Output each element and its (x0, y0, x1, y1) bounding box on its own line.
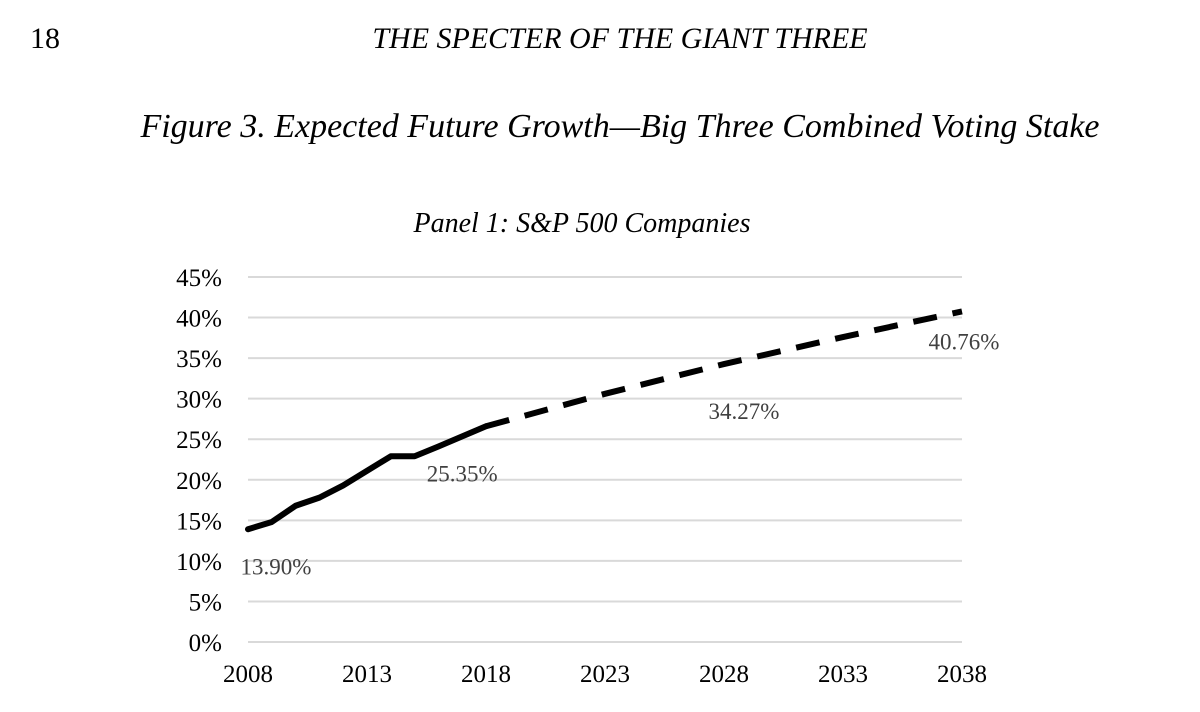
y-axis-ticks: 0% 5% 10% 15% 20% 25% 30% 35% 40% 45% (176, 265, 222, 657)
data-labels: 13.90% 25.35% 34.27% 40.76% (241, 329, 1000, 579)
projected-series-line (485, 308, 963, 430)
panel-title: Panel 1: S&P 500 Companies (412, 208, 750, 239)
x-axis-ticks: 2008 2013 2018 2023 2028 2033 2038 (223, 661, 987, 688)
y-tick-label: 5% (189, 589, 222, 616)
data-label: 34.27% (709, 399, 780, 424)
figure-title: Figure 3. Expected Future Growth—Big Thr… (140, 108, 1100, 145)
y-tick-label: 0% (189, 630, 222, 657)
y-tick-label: 10% (176, 549, 222, 576)
x-tick-label: 2028 (699, 661, 749, 688)
x-tick-label: 2013 (342, 661, 392, 688)
data-label: 25.35% (427, 461, 498, 486)
y-tick-label: 40% (176, 306, 222, 333)
x-tick-label: 2033 (818, 661, 868, 688)
x-tick-label: 2023 (580, 661, 630, 688)
data-label: 13.90% (241, 554, 312, 579)
y-tick-label: 45% (176, 265, 222, 292)
historical-series-line (245, 423, 489, 533)
y-tick-label: 25% (176, 427, 222, 454)
running-head: THE SPECTER OF THE GIANT THREE (372, 22, 868, 55)
y-tick-label: 30% (176, 387, 222, 414)
x-tick-label: 2008 (223, 661, 273, 688)
y-tick-label: 20% (176, 468, 222, 495)
x-tick-label: 2038 (937, 661, 987, 688)
page-number: 18 (30, 22, 60, 55)
y-tick-label: 35% (176, 346, 222, 373)
gridlines (248, 276, 962, 643)
y-tick-label: 15% (176, 508, 222, 535)
x-tick-label: 2018 (461, 661, 511, 688)
data-label: 40.76% (929, 329, 1000, 354)
series-lines (245, 308, 963, 533)
